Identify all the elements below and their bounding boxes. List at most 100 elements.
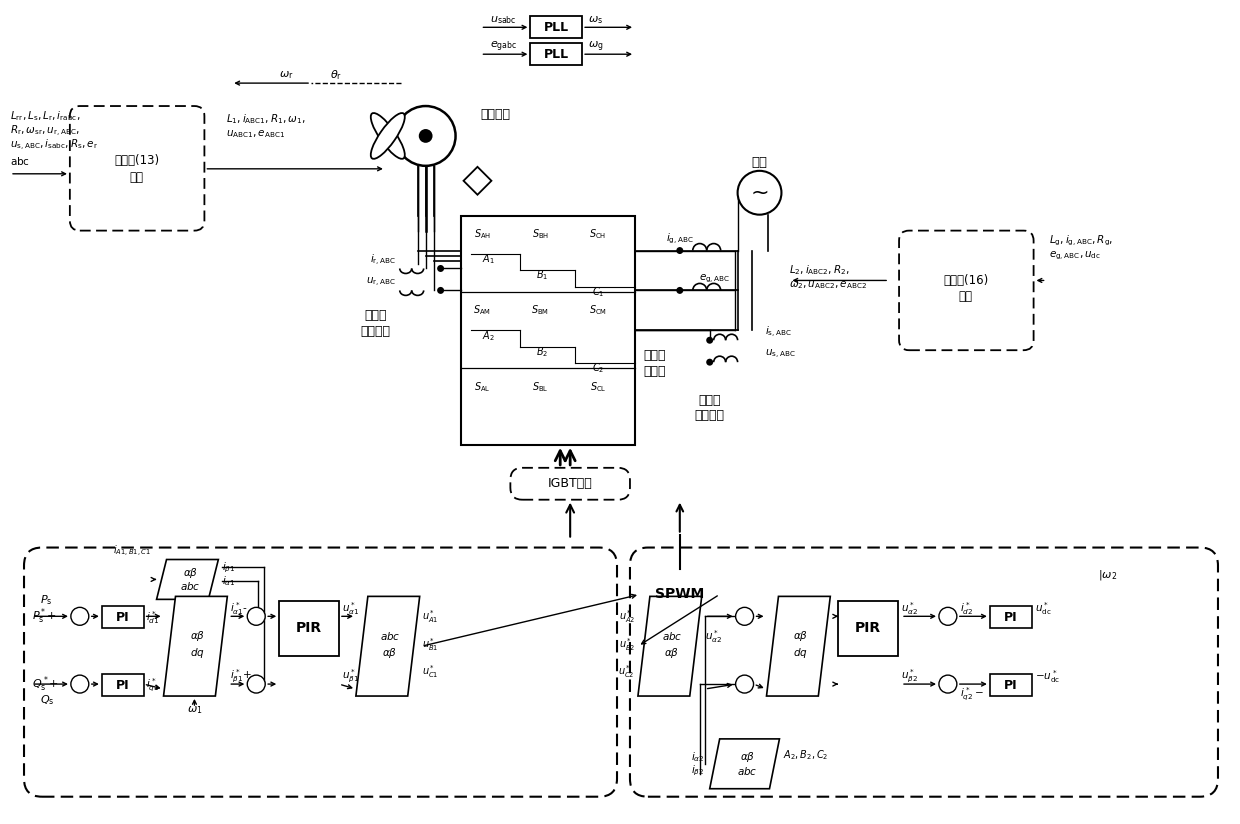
Circle shape [676,287,683,294]
Text: $i_{\alpha 2}$: $i_{\alpha 2}$ [691,750,704,764]
Text: $i_{\alpha 1}$: $i_{\alpha 1}$ [222,574,236,588]
Text: 九开关: 九开关 [642,349,666,362]
Text: $\alpha\beta$: $\alpha\beta$ [182,566,198,580]
Text: $u_{C1}^*$: $u_{C1}^*$ [422,662,438,680]
Text: ${\rm abc}$: ${\rm abc}$ [10,155,30,166]
Text: $L_1,i_{\rm ABC1},R_1,\omega_1,$: $L_1,i_{\rm ABC1},R_1,\omega_1,$ [227,112,306,126]
Bar [838,602,898,656]
Text: SPWM: SPWM [655,588,704,602]
Text: 由方程(13): 由方程(13) [114,154,159,167]
Text: ~: ~ [750,183,769,203]
Text: $S_{\rm CH}$: $S_{\rm CH}$ [589,227,606,241]
Text: $e_{\rm g,ABC}$: $e_{\rm g,ABC}$ [699,272,730,284]
Text: $R_{\rm r},\omega_{\rm sr},u_{\rm r,ABC},$: $R_{\rm r},\omega_{\rm sr},u_{\rm r,ABC}… [10,124,79,138]
Text: （机侧）: （机侧） [361,325,391,338]
Circle shape [676,247,683,254]
Text: $P_{\rm s}^*$+: $P_{\rm s}^*$+ [32,606,57,626]
Text: $\omega_{\rm g}$: $\omega_{\rm g}$ [588,40,604,54]
Text: $A_2$: $A_2$ [482,330,495,343]
Polygon shape [156,559,218,599]
Text: $\alpha\beta$: $\alpha\beta$ [792,630,808,644]
Text: IGBT驱动: IGBT驱动 [548,477,593,490]
Text: PIR: PIR [856,621,882,635]
FancyBboxPatch shape [24,547,618,797]
Text: $C_2$: $C_2$ [591,361,604,375]
Circle shape [738,171,781,215]
Text: $i_{\beta 2}$: $i_{\beta 2}$ [692,764,704,778]
Text: $u_{A1}^*$: $u_{A1}^*$ [422,608,438,625]
Text: 由方程(16): 由方程(16) [944,274,988,287]
Text: $B_1$: $B_1$ [536,269,548,283]
Text: $u_{\rm s,ABC},i_{\rm sabc},R_{\rm s},e_{\rm r}$: $u_{\rm s,ABC},i_{\rm sabc},R_{\rm s},e_… [10,138,98,153]
Text: $S_{\rm AL}$: $S_{\rm AL}$ [474,380,491,394]
Text: PLL: PLL [543,48,569,61]
Text: PLL: PLL [543,21,569,34]
Circle shape [247,607,265,625]
Circle shape [939,607,957,625]
Text: $\omega_2,u_{\rm ABC2},e_{\rm ABC2}$: $\omega_2,u_{\rm ABC2},e_{\rm ABC2}$ [790,279,868,292]
Text: 双馈风机: 双馈风机 [480,107,511,120]
Text: $u_{\alpha 2}^*$: $u_{\alpha 2}^*$ [901,600,919,616]
Text: $S_{\rm AM}$: $S_{\rm AM}$ [474,303,491,317]
Text: 映射: 映射 [130,171,144,185]
Text: $i_{d1}^*$: $i_{d1}^*$ [145,609,159,625]
Text: $u_{B2}^*$: $u_{B2}^*$ [619,636,635,653]
FancyBboxPatch shape [511,468,630,499]
Text: $u_{\rm ABC1},e_{\rm ABC1}$: $u_{\rm ABC1},e_{\rm ABC1}$ [227,128,285,140]
Polygon shape [164,597,227,696]
Text: $L_{\rm g},i_{\rm g,ABC},R_{\rm g},$: $L_{\rm g},i_{\rm g,ABC},R_{\rm g},$ [1049,233,1114,248]
Bar [990,674,1032,696]
Text: $\alpha\beta$: $\alpha\beta$ [190,630,205,644]
Text: $u_{\rm r,ABC}$: $u_{\rm r,ABC}$ [366,276,396,289]
Text: $S_{\rm BM}$: $S_{\rm BM}$ [531,303,549,317]
Bar [102,606,144,628]
Text: $S_{\rm BL}$: $S_{\rm BL}$ [532,380,548,394]
Text: $abc$: $abc$ [379,630,401,642]
Circle shape [396,106,455,166]
Bar [531,16,582,38]
Text: $Q_{\rm s}^*$+: $Q_{\rm s}^*$+ [32,674,58,694]
Text: $\alpha\beta$: $\alpha\beta$ [382,646,397,660]
Bar [460,216,635,445]
Text: $u_{\rm dc}^*$: $u_{\rm dc}^*$ [1034,600,1052,616]
Circle shape [735,607,754,625]
Text: $u_{\alpha 2}^*$: $u_{\alpha 2}^*$ [704,628,722,644]
Circle shape [438,287,444,294]
FancyBboxPatch shape [899,231,1034,350]
Text: $dq$: $dq$ [190,646,205,660]
Text: $abc$: $abc$ [180,580,201,592]
Text: $S_{\rm BH}$: $S_{\rm BH}$ [532,227,549,241]
Text: $\omega_{\rm r}$: $\omega_{\rm r}$ [279,69,294,81]
Text: （网侧）: （网侧） [694,410,724,423]
Circle shape [419,130,432,142]
Text: $u_{\rm s,ABC}$: $u_{\rm s,ABC}$ [765,348,795,361]
FancyBboxPatch shape [630,547,1218,797]
Text: $i_{\beta 1}$: $i_{\beta 1}$ [222,560,236,574]
Text: PI: PI [115,679,129,691]
Text: 映射: 映射 [959,290,973,303]
Text: $S_{\rm CM}$: $S_{\rm CM}$ [589,303,608,317]
Ellipse shape [371,113,404,159]
Text: $u_{B1}^*$: $u_{B1}^*$ [422,636,438,653]
FancyBboxPatch shape [69,106,205,231]
Text: $\omega_1$: $\omega_1$ [187,704,202,716]
Text: 逆变器: 逆变器 [642,365,666,377]
Text: $i_{q2}^*-$: $i_{q2}^*-$ [960,686,983,703]
Text: 转子侧: 转子侧 [365,309,387,322]
Text: $i_{\rm r,ABC}$: $i_{\rm r,ABC}$ [370,253,396,268]
Text: $abc$: $abc$ [662,630,682,642]
Text: $L_2,i_{\rm ABC2},R_2,$: $L_2,i_{\rm ABC2},R_2,$ [790,264,851,278]
Polygon shape [356,597,419,696]
Bar [279,602,339,656]
Text: $S_{\rm CL}$: $S_{\rm CL}$ [590,380,606,394]
Text: $dq$: $dq$ [794,646,807,660]
Text: $i_{q1}^*$: $i_{q1}^*$ [145,677,159,694]
Text: $L_{\rm rr},L_{\rm s},L_{\rm r},i_{\rm rabc},$: $L_{\rm rr},L_{\rm s},L_{\rm r},i_{\rm r… [10,109,81,123]
Bar [990,606,1032,628]
Text: $Q_{\rm s}$: $Q_{\rm s}$ [40,693,55,707]
Text: 电网: 电网 [751,157,768,170]
Text: $\theta_{\rm r}$: $\theta_{\rm r}$ [330,68,342,82]
Text: $i_{\beta 1}^*$+: $i_{\beta 1}^*$+ [231,667,253,685]
Text: PI: PI [1004,611,1018,624]
Polygon shape [766,597,831,696]
